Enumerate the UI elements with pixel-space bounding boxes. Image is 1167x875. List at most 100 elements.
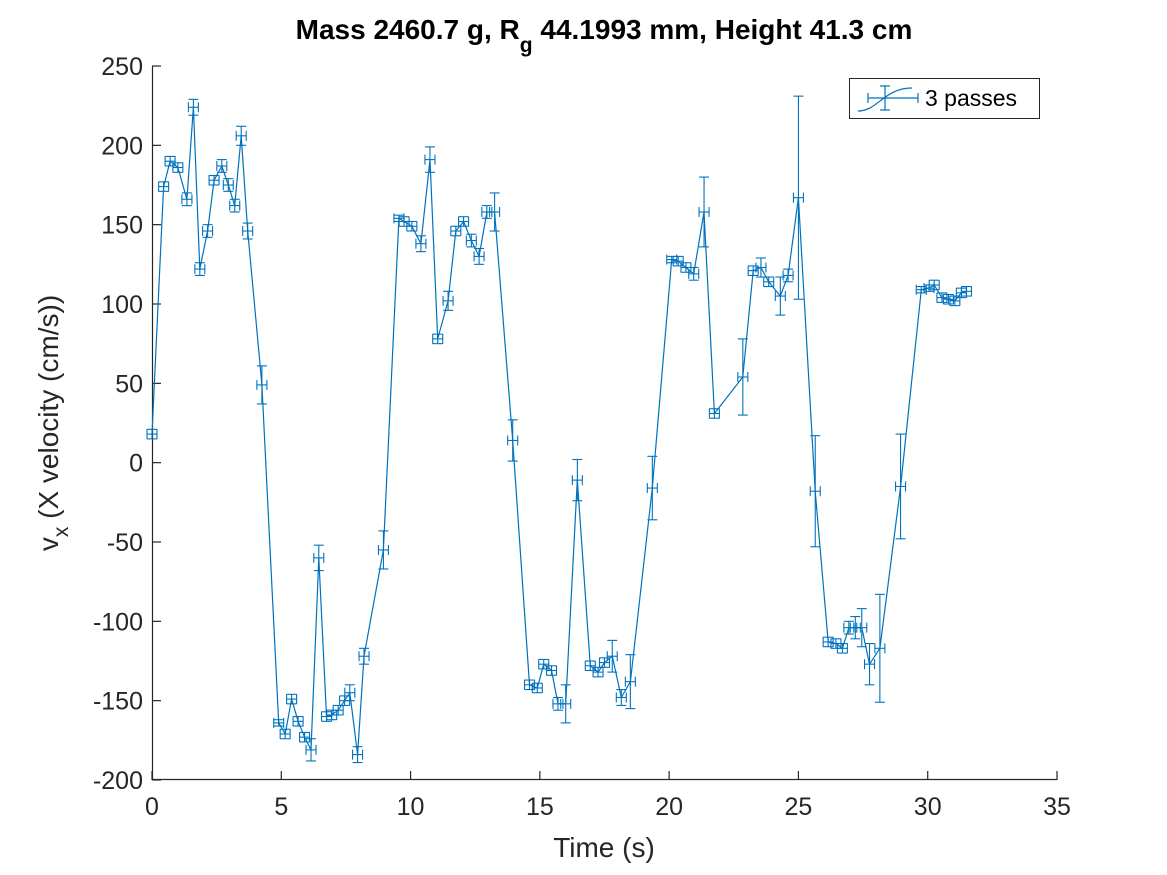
data-point bbox=[915, 284, 927, 295]
y-axis-label-base: v bbox=[33, 537, 64, 551]
data-point bbox=[146, 428, 158, 440]
data-point bbox=[415, 235, 427, 253]
data-point bbox=[960, 285, 973, 297]
series-3-passes bbox=[146, 95, 973, 764]
y-tick-label: 100 bbox=[101, 291, 143, 319]
data-point bbox=[792, 95, 804, 300]
data-point bbox=[352, 746, 364, 764]
data-point bbox=[545, 665, 558, 676]
data-point bbox=[874, 593, 886, 703]
legend: 3 passes bbox=[849, 78, 1040, 119]
y-tick-label: -150 bbox=[93, 688, 143, 716]
data-point bbox=[432, 333, 444, 345]
data-point bbox=[181, 192, 193, 207]
data-point bbox=[737, 338, 749, 416]
y-tick-label: 50 bbox=[115, 370, 143, 398]
data-point bbox=[158, 181, 170, 192]
y-tick-label: -100 bbox=[93, 608, 143, 636]
chart-title-tail: 44.1993 mm, Height 41.3 cm bbox=[533, 14, 913, 45]
x-axis-label: Time (s) bbox=[553, 832, 655, 863]
data-point bbox=[507, 419, 519, 462]
x-axis-ticks: 0 5 10 15 20 25 30 35 bbox=[145, 771, 1071, 821]
data-point bbox=[256, 365, 268, 405]
y-tick-label: 250 bbox=[101, 53, 143, 81]
data-point bbox=[560, 684, 572, 724]
data-point bbox=[377, 530, 389, 570]
data-point bbox=[863, 642, 876, 686]
data-point bbox=[849, 616, 861, 640]
data-point bbox=[305, 738, 317, 762]
data-point bbox=[895, 433, 907, 540]
y-tick-label: -200 bbox=[93, 767, 143, 795]
data-point bbox=[344, 684, 356, 702]
data-point bbox=[774, 276, 786, 316]
data-point bbox=[688, 266, 700, 281]
x-tick-label: 35 bbox=[1043, 793, 1071, 821]
data-point bbox=[292, 715, 304, 727]
data-point bbox=[531, 682, 543, 694]
data-point bbox=[208, 174, 220, 186]
data-point bbox=[672, 255, 684, 267]
y-axis-label-tail: (X velocity (cm/s)) bbox=[33, 295, 64, 527]
data-point bbox=[172, 162, 184, 173]
data-point bbox=[235, 125, 247, 146]
data-point bbox=[708, 408, 720, 419]
data-point bbox=[216, 159, 228, 173]
data-point bbox=[279, 728, 291, 740]
y-tick-label: 150 bbox=[101, 212, 143, 240]
data-point bbox=[406, 220, 418, 232]
data-point bbox=[949, 295, 961, 307]
data-point bbox=[450, 225, 462, 237]
data-point bbox=[584, 660, 596, 672]
y-axis-label: vx (X velocity (cm/s)) bbox=[33, 295, 73, 551]
legend-entry-label: 3 passes bbox=[925, 85, 1017, 111]
data-point bbox=[928, 279, 940, 291]
data-point bbox=[222, 178, 234, 192]
data-point bbox=[755, 257, 767, 278]
data-point bbox=[424, 146, 436, 173]
data-point bbox=[286, 693, 298, 705]
data-point bbox=[273, 717, 285, 728]
data-point bbox=[624, 654, 636, 710]
y-axis-ticks: -200 -150 -100 -50 0 50 100 150 200 250 bbox=[93, 53, 161, 795]
chart-title: Mass 2460.7 g, Rg 44.1993 mm, Height 41.… bbox=[296, 14, 913, 57]
legend-swatch-curve bbox=[857, 87, 913, 112]
data-point bbox=[489, 192, 501, 232]
data-point bbox=[465, 233, 477, 248]
data-point bbox=[332, 704, 344, 716]
data-point bbox=[698, 176, 710, 248]
data-point bbox=[592, 666, 604, 678]
plot-area bbox=[151, 66, 1057, 781]
data-point bbox=[836, 642, 848, 654]
x-tick-label: 10 bbox=[397, 793, 425, 821]
series-line bbox=[151, 106, 967, 756]
x-tick-label: 0 bbox=[145, 793, 159, 821]
data-point bbox=[242, 222, 254, 240]
data-point bbox=[747, 265, 759, 276]
data-point bbox=[615, 689, 627, 706]
data-point bbox=[606, 639, 618, 673]
x-tick-label: 5 bbox=[274, 793, 288, 821]
data-point bbox=[442, 290, 454, 311]
data-point bbox=[313, 544, 325, 572]
data-point bbox=[942, 293, 954, 305]
data-point bbox=[229, 198, 241, 213]
x-tick-label: 20 bbox=[655, 793, 683, 821]
data-point bbox=[299, 731, 311, 743]
data-point bbox=[598, 657, 611, 668]
chart-title-main: Mass 2460.7 g, R bbox=[296, 14, 520, 45]
x-tick-label: 25 bbox=[785, 793, 813, 821]
x-tick-label: 30 bbox=[914, 793, 942, 821]
x-tick-label: 15 bbox=[526, 793, 554, 821]
data-point bbox=[538, 658, 550, 670]
data-point bbox=[458, 216, 470, 227]
y-tick-label: -50 bbox=[107, 529, 143, 557]
error-bars bbox=[146, 95, 973, 764]
data-point bbox=[782, 268, 794, 283]
data-point bbox=[358, 647, 370, 665]
y-tick-label: 0 bbox=[129, 450, 143, 478]
data-point bbox=[856, 608, 868, 648]
data-point bbox=[164, 155, 176, 167]
